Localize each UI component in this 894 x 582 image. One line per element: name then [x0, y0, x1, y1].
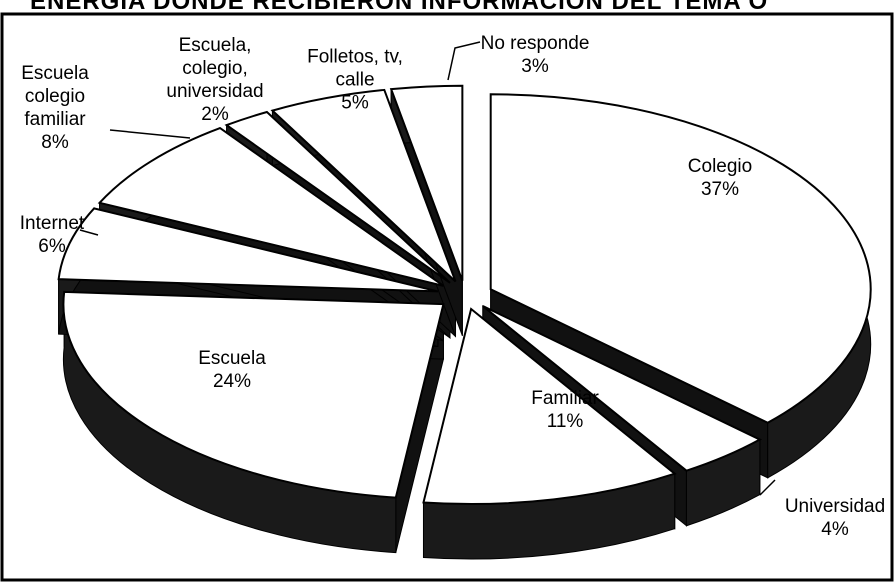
frame [0, 12, 894, 582]
value-label: 11% [546, 411, 584, 432]
category-name: No responde [480, 33, 590, 54]
category-name: Familiar [531, 388, 599, 409]
category-name: Folletos, tv, calle [307, 46, 403, 91]
category-name: Colegio [687, 156, 753, 177]
slice-label: Internet 6% [0, 212, 152, 258]
category-name: Escuela, colegio, universidad [166, 35, 264, 102]
category-name: Universidad [784, 496, 886, 517]
slice [57, 207, 439, 293]
value-label: 4% [821, 519, 849, 540]
leader [447, 41, 481, 81]
slice-label: No responde 3% [435, 32, 635, 78]
slice [270, 88, 457, 283]
value-label: 37% [700, 179, 740, 200]
leaders [79, 41, 776, 496]
slice [422, 307, 677, 506]
leader [759, 479, 776, 496]
category-name: Escuela colegio familiar [21, 63, 89, 130]
value-label: 8% [41, 132, 69, 153]
slice [224, 110, 451, 284]
category-name: Internet [19, 213, 85, 234]
slice-label: Escuela, colegio, universidad 2% [150, 34, 280, 126]
category-name: Escuela [198, 348, 266, 369]
slice [482, 305, 763, 472]
slice-label: Familiar 11% [465, 387, 665, 433]
leader [79, 229, 99, 236]
slice [389, 84, 464, 282]
slice-label: Escuela 24% [132, 347, 332, 393]
slice-label: Escuela colegio familiar 8% [8, 62, 103, 154]
leader [109, 129, 191, 139]
slice-label: Folletos, tv, calle 5% [290, 46, 420, 115]
slice [489, 93, 872, 424]
slice-label: Colegio 37% [620, 155, 820, 201]
value-label: 5% [341, 92, 369, 114]
slice [62, 290, 445, 499]
slice [97, 126, 445, 287]
slice-label: Universidad 4% [735, 495, 894, 541]
value-label: 3% [521, 56, 549, 77]
value-label: 6% [38, 236, 66, 257]
value-label: 2% [201, 104, 229, 125]
chart-title: ENERGIA DONDE RECIBIERON INFORMACION DEL… [30, 0, 769, 15]
slices [57, 84, 872, 560]
value-label: 24% [212, 371, 252, 392]
